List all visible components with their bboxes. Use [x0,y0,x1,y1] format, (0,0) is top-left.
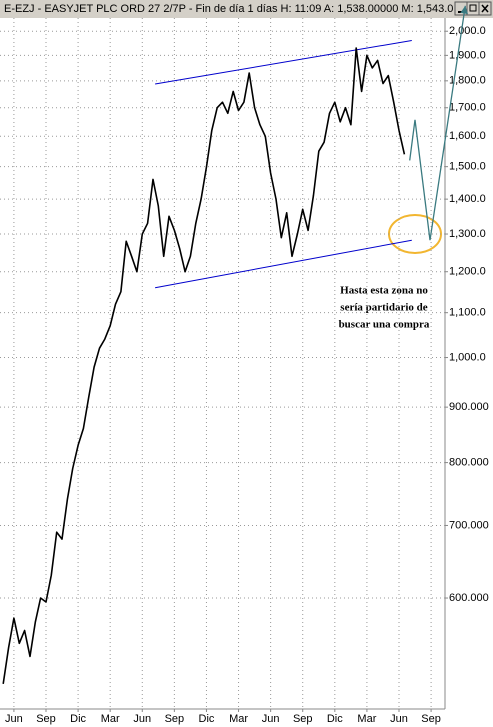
y-tick-label: 800.000 [449,457,489,469]
x-tick-label: Mar [229,713,248,725]
y-tick-label: 1,200.0 [449,266,486,278]
y-tick-label: 1,600.0 [449,130,486,142]
trend-line [155,239,412,289]
x-tick-label: Mar [357,713,376,725]
title-bar [0,0,493,18]
y-tick-label: 2,000.0 [449,25,486,37]
x-tick-label: Sep [293,713,313,725]
y-tick-label: 1,700.0 [449,102,486,114]
chart-title: E-EZJ - EASYJET PLC ORD 27 2/7P - Fin de… [4,3,453,15]
y-tick-label: 1,900.0 [449,49,486,61]
trend-line [155,40,412,85]
y-tick-label: 1,500.0 [449,161,486,173]
annotation-text: buscar una compra [339,319,430,331]
x-tick-label: Jun [5,713,23,725]
icon [469,4,477,12]
x-tick-label: Jun [262,713,280,725]
x-tick-label: Sep [421,713,441,725]
window-buttons[interactable] [454,1,492,16]
x-tick-label: Dic [199,713,215,725]
y-tick-label: 1,100.0 [449,307,486,319]
x-tick-label: Jun [390,713,408,725]
projection-arrow [409,5,468,241]
price-line [2,47,406,685]
x-tick-label: Dic [70,713,86,725]
y-tick-label: 1,400.0 [449,193,486,205]
y-tick-label: 900.000 [449,401,489,413]
y-tick-label: 700.000 [449,519,489,531]
x-tick-label: Sep [165,713,185,725]
x-tick-label: Sep [36,713,56,725]
annotation-text: Hasta esta zona no [340,285,428,297]
x-axis-strip [0,709,493,727]
x-tick-label: Dic [327,713,343,725]
y-tick-label: 1,000.0 [449,351,486,363]
y-tick-label: 600.000 [449,592,489,604]
y-tick-label: 1,800.0 [449,75,486,87]
x-tick-label: Mar [101,713,120,725]
annotation-text: sería partidario de [340,302,427,314]
icon [481,4,489,13]
y-tick-label: 1,300.0 [449,228,486,240]
restore-button[interactable] [466,1,480,16]
annotation: Hasta esta zona no sería partidario de bus… [339,285,430,331]
x-tick-label: Jun [133,713,151,725]
